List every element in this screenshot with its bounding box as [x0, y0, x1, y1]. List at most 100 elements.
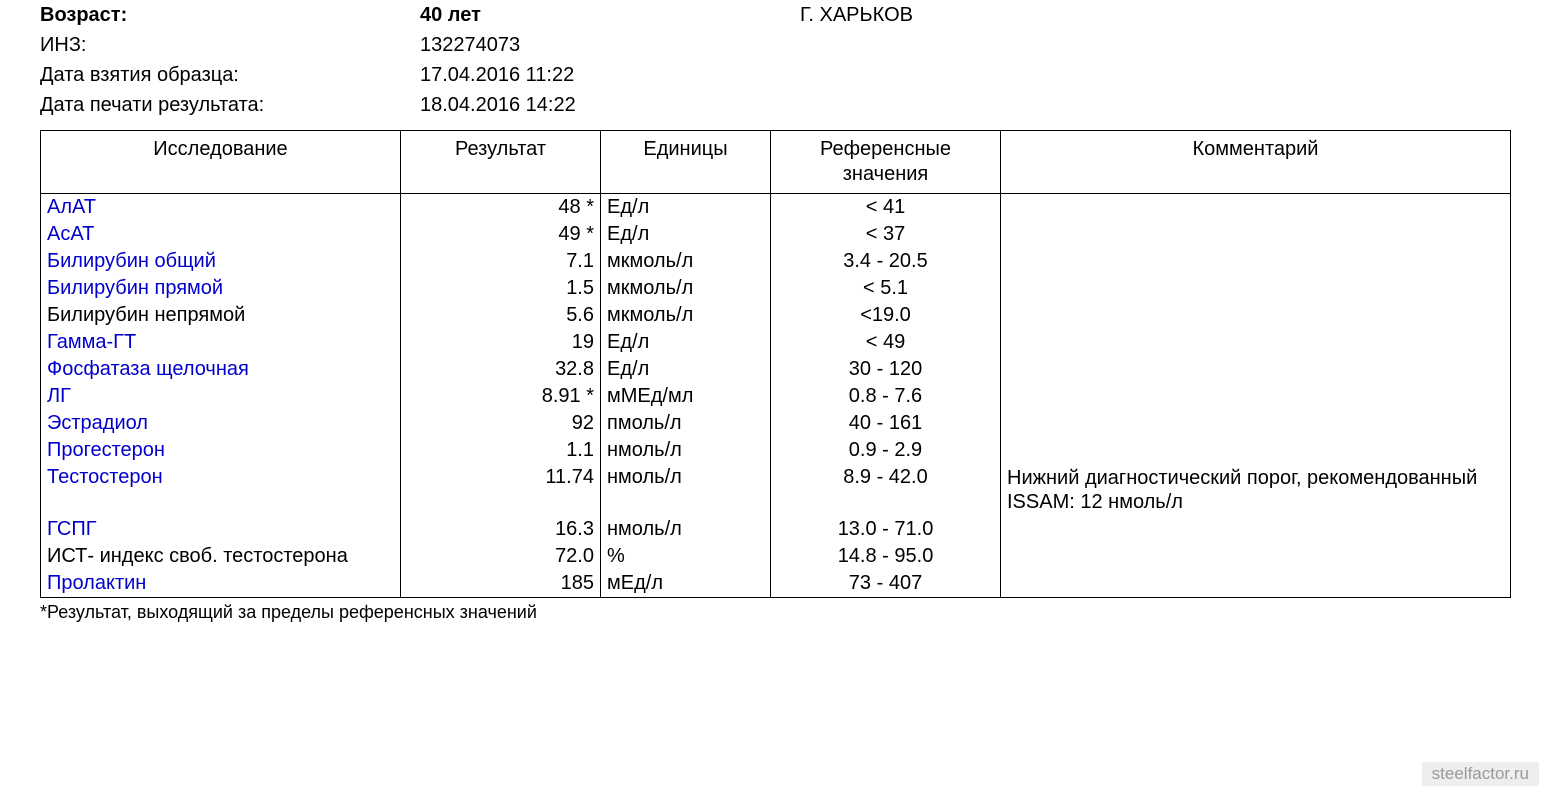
test-name[interactable]: Прогестерон	[41, 437, 401, 464]
table-row: ГСПГ16.3нмоль/л13.0 - 71.0	[41, 516, 1511, 543]
units-value: %	[601, 543, 771, 570]
col-test: Исследование	[41, 131, 401, 194]
reference-value: < 37	[771, 221, 1001, 248]
reference-value: 40 - 161	[771, 410, 1001, 437]
header-value: 40 лет	[420, 0, 800, 30]
table-row: Гамма-ГТ19Ед/л< 49	[41, 329, 1511, 356]
header-label: Возраст:	[40, 0, 420, 30]
test-name[interactable]: ЛГ	[41, 383, 401, 410]
header-value: 18.04.2016 14:22	[420, 90, 800, 120]
comment-value	[1001, 410, 1511, 437]
units-value: мкмоль/л	[601, 275, 771, 302]
test-name[interactable]: Тестостерон	[41, 464, 401, 516]
units-value: Ед/л	[601, 329, 771, 356]
test-name[interactable]: Фосфатаза щелочная	[41, 356, 401, 383]
reference-value: 8.9 - 42.0	[771, 464, 1001, 516]
table-row: Билирубин прямой1.5мкмоль/л< 5.1	[41, 275, 1511, 302]
table-row: АлАТ48 *Ед/л< 41	[41, 194, 1511, 222]
comment-value	[1001, 329, 1511, 356]
result-value: 32.8	[401, 356, 601, 383]
test-name[interactable]: АлАТ	[41, 194, 401, 222]
units-value: нмоль/л	[601, 437, 771, 464]
header-extra: Г. ХАРЬКОВ	[800, 0, 1511, 30]
reference-value: < 41	[771, 194, 1001, 222]
header-value: 17.04.2016 11:22	[420, 60, 800, 90]
header-label: ИНЗ:	[40, 30, 420, 60]
test-name[interactable]: Билирубин общий	[41, 248, 401, 275]
reference-value: 13.0 - 71.0	[771, 516, 1001, 543]
comment-value	[1001, 302, 1511, 329]
comment-value	[1001, 570, 1511, 598]
result-value: 8.91 *	[401, 383, 601, 410]
result-value: 11.74	[401, 464, 601, 516]
reference-value: < 49	[771, 329, 1001, 356]
table-row: Эстрадиол92пмоль/л40 - 161	[41, 410, 1511, 437]
reference-value: <19.0	[771, 302, 1001, 329]
table-row: ИСТ- индекс своб. тестостерона72.0%14.8 …	[41, 543, 1511, 570]
result-value: 48 *	[401, 194, 601, 222]
comment-value	[1001, 543, 1511, 570]
result-value: 1.1	[401, 437, 601, 464]
units-value: мкмоль/л	[601, 248, 771, 275]
results-table: Исследование Результат Единицы Референсн…	[40, 130, 1511, 598]
header-row: ИНЗ:132274073	[40, 30, 1511, 60]
units-value: Ед/л	[601, 356, 771, 383]
test-name[interactable]: АсАТ	[41, 221, 401, 248]
header-extra	[800, 90, 1511, 120]
header-row: Дата печати результата:18.04.2016 14:22	[40, 90, 1511, 120]
comment-value: Нижний диагностический порог, рекомендов…	[1001, 464, 1511, 516]
header-block: Возраст:40 летГ. ХАРЬКОВИНЗ:132274073Дат…	[40, 0, 1511, 120]
reference-value: < 5.1	[771, 275, 1001, 302]
header-extra	[800, 30, 1511, 60]
table-row: Фосфатаза щелочная32.8Ед/л30 - 120	[41, 356, 1511, 383]
header-value: 132274073	[420, 30, 800, 60]
table-row: ЛГ8.91 *мМЕд/мл0.8 - 7.6	[41, 383, 1511, 410]
test-name[interactable]: Пролактин	[41, 570, 401, 598]
result-value: 49 *	[401, 221, 601, 248]
result-value: 16.3	[401, 516, 601, 543]
units-value: нмоль/л	[601, 516, 771, 543]
units-value: нмоль/л	[601, 464, 771, 516]
units-value: мМЕд/мл	[601, 383, 771, 410]
comment-value	[1001, 194, 1511, 222]
table-row: Тестостерон11.74нмоль/л8.9 - 42.0Нижний …	[41, 464, 1511, 516]
reference-value: 0.9 - 2.9	[771, 437, 1001, 464]
footnote: *Результат, выходящий за пределы референ…	[40, 602, 1511, 623]
units-value: Ед/л	[601, 221, 771, 248]
header-label: Дата печати результата:	[40, 90, 420, 120]
col-result: Результат	[401, 131, 601, 194]
test-name[interactable]: Эстрадиол	[41, 410, 401, 437]
reference-value: 30 - 120	[771, 356, 1001, 383]
comment-value	[1001, 248, 1511, 275]
table-row: Пролактин185мЕд/л73 - 407	[41, 570, 1511, 598]
result-value: 92	[401, 410, 601, 437]
table-row: Билирубин общий7.1мкмоль/л3.4 - 20.5	[41, 248, 1511, 275]
result-value: 1.5	[401, 275, 601, 302]
comment-value	[1001, 275, 1511, 302]
result-value: 19	[401, 329, 601, 356]
units-value: пмоль/л	[601, 410, 771, 437]
units-value: Ед/л	[601, 194, 771, 222]
col-units: Единицы	[601, 131, 771, 194]
result-value: 7.1	[401, 248, 601, 275]
test-name: Билирубин непрямой	[41, 302, 401, 329]
test-name: ИСТ- индекс своб. тестостерона	[41, 543, 401, 570]
reference-value: 73 - 407	[771, 570, 1001, 598]
test-name[interactable]: ГСПГ	[41, 516, 401, 543]
result-value: 5.6	[401, 302, 601, 329]
header-row: Возраст:40 летГ. ХАРЬКОВ	[40, 0, 1511, 30]
comment-value	[1001, 516, 1511, 543]
watermark: steelfactor.ru	[1422, 762, 1539, 786]
col-comment: Комментарий	[1001, 131, 1511, 194]
test-name[interactable]: Билирубин прямой	[41, 275, 401, 302]
header-label: Дата взятия образца:	[40, 60, 420, 90]
comment-value	[1001, 221, 1511, 248]
table-header-row: Исследование Результат Единицы Референсн…	[41, 131, 1511, 194]
units-value: мЕд/л	[601, 570, 771, 598]
header-row: Дата взятия образца:17.04.2016 11:22	[40, 60, 1511, 90]
test-name[interactable]: Гамма-ГТ	[41, 329, 401, 356]
reference-value: 3.4 - 20.5	[771, 248, 1001, 275]
comment-value	[1001, 383, 1511, 410]
reference-value: 0.8 - 7.6	[771, 383, 1001, 410]
reference-value: 14.8 - 95.0	[771, 543, 1001, 570]
